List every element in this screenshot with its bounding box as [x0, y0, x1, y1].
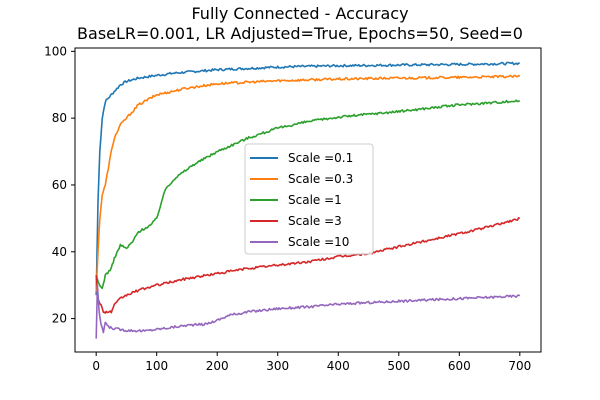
chart-title: Fully Connected - Accuracy: [191, 4, 408, 23]
x-tick-label: 300: [266, 359, 289, 373]
x-tick-label: 600: [448, 359, 471, 373]
y-axis: 20 40 60 80 100: [44, 44, 75, 326]
x-axis: 0 100 200 300 400 500 600 700: [92, 352, 531, 373]
legend-label: Scale =1: [288, 193, 342, 207]
x-tick-label: 100: [145, 359, 168, 373]
series-line: [95, 217, 521, 314]
x-tick-label: 0: [92, 359, 100, 373]
legend-label: Scale =0.3: [288, 172, 353, 186]
plot-frame: [74, 47, 542, 353]
chart-subtitle: BaseLR=0.001, LR Adjusted=True, Epochs=5…: [77, 24, 523, 43]
y-tick-label: 60: [52, 178, 67, 192]
x-tick-label: 500: [387, 359, 410, 373]
y-tick-label: 20: [52, 312, 67, 326]
legend-label: Scale =0.1: [288, 151, 353, 165]
legend-label: Scale =3: [288, 214, 342, 228]
x-tick-label: 200: [206, 359, 229, 373]
series-line: [95, 284, 521, 339]
series-line: [95, 61, 520, 296]
series-line: [95, 74, 521, 292]
y-tick-label: 40: [52, 245, 67, 259]
legend-box: [244, 143, 374, 255]
legend: Scale =0.1 Scale =0.3 Scale =1 Scale =3 Scal…: [244, 143, 374, 255]
legend-label: Scale =10: [288, 235, 349, 249]
x-tick-label: 700: [508, 359, 531, 373]
series-layer: [95, 61, 521, 339]
y-tick-label: 80: [52, 111, 67, 125]
series-line: [95, 99, 521, 290]
x-tick-label: 400: [327, 359, 350, 373]
y-tick-label: 100: [44, 44, 67, 58]
